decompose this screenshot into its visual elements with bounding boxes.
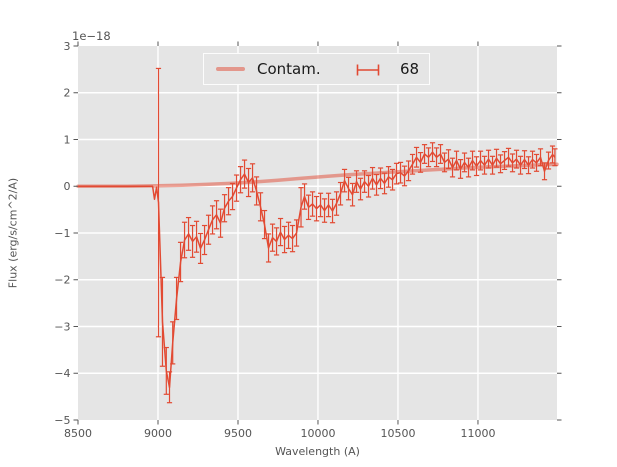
y-tick-label: −2	[54, 274, 70, 287]
x-tick-label: 10000	[300, 427, 335, 440]
legend: Contam. 68	[203, 53, 430, 85]
y-tick-label: −3	[54, 320, 70, 333]
y-tick-label: 2	[64, 87, 71, 100]
legend-label-68: 68	[400, 60, 420, 78]
errorbar-swatch-icon	[356, 64, 380, 76]
y-tick-label: −4	[54, 367, 70, 380]
y-tick-label: 0	[64, 180, 71, 193]
y-tick-label: −1	[54, 227, 70, 240]
x-tick-label: 9500	[224, 427, 252, 440]
y-axis-label: Flux (erg/s/cm^2/A)	[6, 177, 20, 289]
contam-line-swatch	[216, 67, 245, 71]
x-tick-label: 11000	[460, 427, 495, 440]
x-tick-label: 8500	[64, 427, 92, 440]
y-tick-label: 1	[64, 133, 71, 146]
x-tick-label: 9000	[144, 427, 172, 440]
x-tick-label: 10500	[380, 427, 415, 440]
legend-label-contam: Contam.	[257, 60, 321, 78]
x-axis-label: Wavelength (A)	[275, 445, 360, 458]
y-axis-offset-label: 1e−18	[72, 29, 111, 43]
y-tick-label: 3	[64, 40, 71, 53]
y-tick-label: −5	[54, 414, 70, 427]
